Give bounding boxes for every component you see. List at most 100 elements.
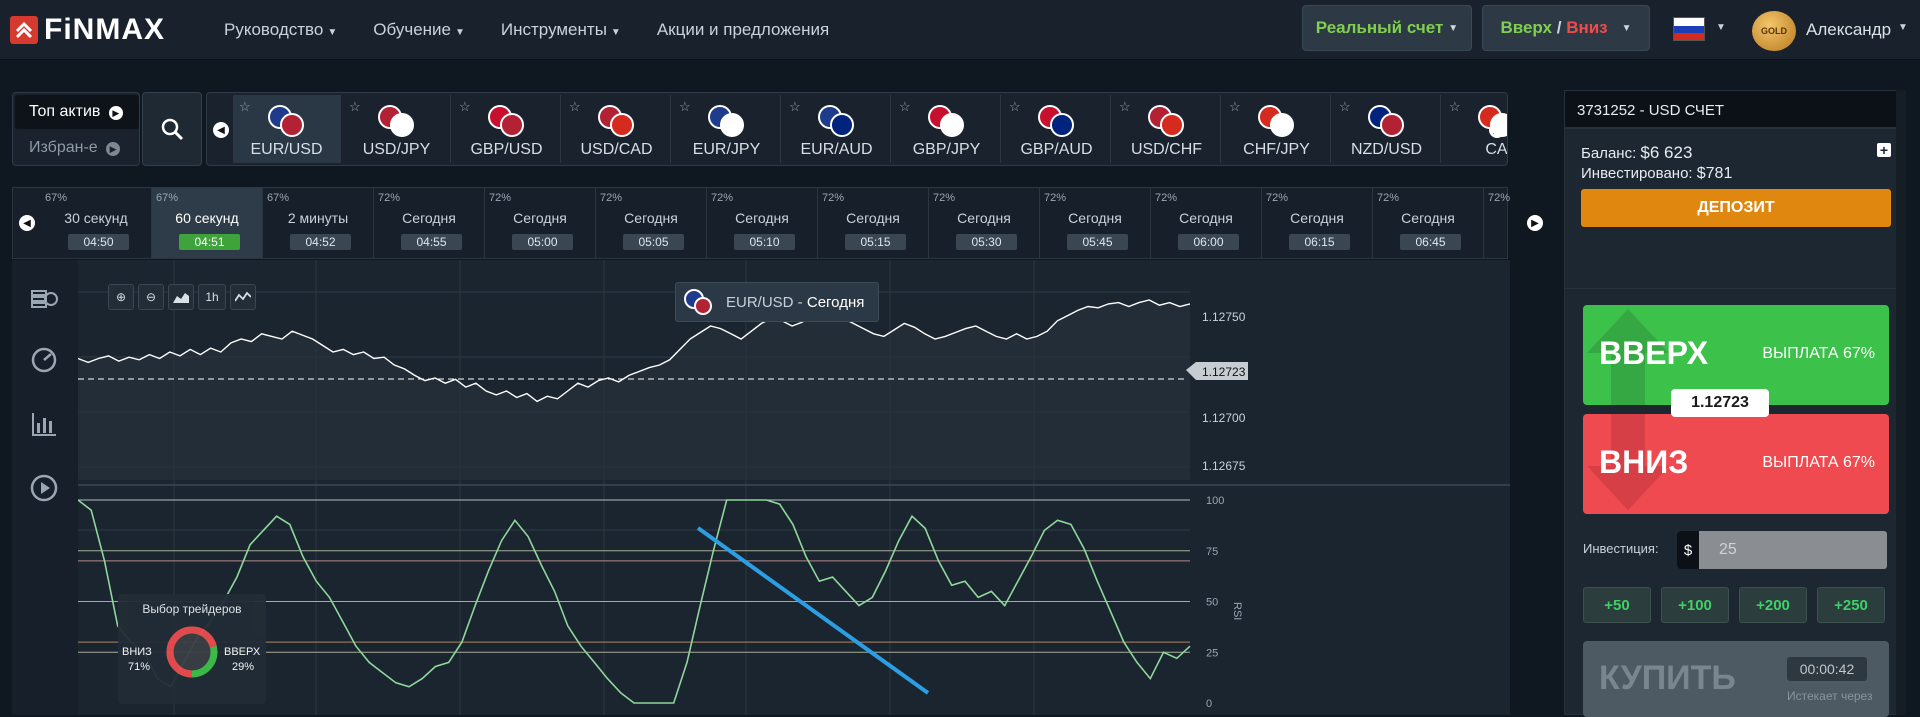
asset-tab[interactable]: ☆ EUR/AUD: [783, 95, 891, 163]
search-button[interactable]: [142, 92, 202, 166]
nav-tools[interactable]: Инструменты ▼: [500, 20, 621, 39]
nav-learning[interactable]: Обучение ▼: [373, 20, 465, 39]
logo[interactable]: FiNMAX: [10, 13, 165, 47]
expiry-slot[interactable]: 72% Сегодня 06:45: [1373, 188, 1484, 258]
star-icon[interactable]: ☆: [1339, 99, 1351, 114]
user-name[interactable]: Александр: [1806, 20, 1892, 39]
nav-promotions[interactable]: Акции и предложения: [656, 20, 830, 39]
asset-label: EUR/JPY: [692, 141, 761, 158]
gauge-icon[interactable]: [26, 342, 62, 378]
expiry-slot[interactable]: 67% 2 минуты 04:52: [263, 188, 374, 258]
expiry-slot[interactable]: 72% Сегодня 04:55: [374, 188, 485, 258]
up-button[interactable]: ВВЕРХ ВЫПЛАТА 67%: [1583, 305, 1889, 405]
play-circle-icon[interactable]: [26, 470, 62, 506]
asset-tab[interactable]: ☆ NZD/USD: [1333, 95, 1441, 163]
payout-pct: 72%: [1266, 192, 1289, 204]
star-icon[interactable]: ☆: [1119, 99, 1131, 114]
top-assets-tab[interactable]: Топ актив ▶: [15, 95, 139, 129]
investment-input[interactable]: $ 25: [1677, 531, 1887, 569]
expiry-slot[interactable]: 67% 30 секунд 04:50: [41, 188, 152, 258]
direction-mode-button[interactable]: Вверх / Вниз ▼: [1482, 5, 1650, 51]
scroll-left-icon[interactable]: ◀: [19, 215, 35, 231]
asset-tab[interactable]: ☆ CHF/JPY: [1223, 95, 1331, 163]
traders-donut: [166, 626, 218, 678]
star-icon[interactable]: ☆: [899, 99, 911, 114]
expiry-slot[interactable]: 72% Сегодня 05:00: [485, 188, 596, 258]
expiry-slot[interactable]: 72% Сегодня 06:15: [1262, 188, 1373, 258]
money-stack-icon[interactable]: [26, 278, 62, 314]
asset-tab[interactable]: ☆ USD/JPY: [343, 95, 451, 163]
expiry-slot[interactable]: 72% Сегодня 05:15: [818, 188, 929, 258]
star-icon[interactable]: ☆: [349, 99, 361, 114]
down-arrow-icon: [1587, 414, 1669, 510]
expiry-time: 06:00: [1178, 234, 1239, 250]
indicator-icon[interactable]: [230, 284, 256, 310]
scrollbar[interactable]: [1896, 90, 1906, 715]
expiry-time: 05:30: [956, 234, 1017, 250]
quick-add-100-button[interactable]: +100: [1661, 587, 1729, 623]
star-icon[interactable]: ☆: [459, 99, 471, 114]
zoom-out-icon[interactable]: ⊖: [138, 284, 164, 310]
payout-pct: 72%: [1488, 192, 1511, 204]
play-icon: ▶: [108, 106, 123, 120]
price-line: [78, 299, 1191, 403]
quick-add-250-button[interactable]: +250: [1817, 587, 1885, 623]
star-icon[interactable]: ☆: [789, 99, 801, 114]
expiry-time: 04:52: [290, 234, 351, 250]
asset-tab[interactable]: ☆ GBP/USD: [453, 95, 561, 163]
chevron-down-icon: ▼: [455, 27, 465, 38]
currency-pair-flags-icon: [488, 105, 528, 137]
favorites-tab[interactable]: Избран-е ▶: [15, 131, 139, 165]
star-icon[interactable]: ☆: [1449, 99, 1461, 114]
expiry-name: 60 секунд: [175, 210, 239, 226]
expiry-slot[interactable]: 72% Сегодня 05:10: [707, 188, 818, 258]
asset-tab[interactable]: ☆ USD/CAD: [563, 95, 671, 163]
star-icon[interactable]: ☆: [239, 99, 251, 114]
asset-tab[interactable]: ☆ GBP/JPY: [893, 95, 1001, 163]
expiry-slot[interactable]: 67% 60 секунд 04:51: [152, 188, 263, 258]
asset-tab[interactable]: ☆ EUR/USD: [233, 95, 341, 163]
zoom-in-icon[interactable]: ⊕: [108, 284, 134, 310]
traders-down-pct: 71%: [128, 661, 151, 673]
expiry-slot[interactable]: 72% Сегодня 05:30: [929, 188, 1040, 258]
investment-value: 25: [1719, 541, 1737, 558]
language-flag-icon[interactable]: [1673, 17, 1705, 41]
quick-add-50-button[interactable]: +50: [1583, 587, 1651, 623]
main-nav: Руководство ▼ Обучение ▼ Инструменты ▼ Акци…: [224, 20, 829, 40]
expiry-name: Сегодня: [1290, 210, 1344, 226]
asset-tab[interactable]: ☆ GBP/AUD: [1003, 95, 1111, 163]
chevron-down-icon: ▼: [1448, 22, 1459, 34]
chart-canvas[interactable]: 1.12750 1.12723 1.12700 1.12675 100 75 50 25 0 RS…: [78, 260, 1510, 715]
nav-guide[interactable]: Руководство ▼: [224, 20, 338, 39]
chevron-down-icon[interactable]: ▼: [1898, 22, 1908, 33]
asset-tab[interactable]: ☆ CA: [1443, 95, 1507, 163]
star-icon[interactable]: ☆: [1229, 99, 1241, 114]
down-button[interactable]: ВНИЗ ВЫПЛАТА 67%: [1583, 414, 1889, 514]
expires-label: Истекает через: [1787, 689, 1873, 703]
buy-button[interactable]: КУПИТЬ 00:00:42 Истекает через: [1583, 641, 1889, 717]
plus-icon[interactable]: +: [1877, 143, 1891, 157]
expiry-slot[interactable]: 72% Сегодня 06:00: [1151, 188, 1262, 258]
star-icon[interactable]: ☆: [679, 99, 691, 114]
asset-tab[interactable]: ☆ EUR/JPY: [673, 95, 781, 163]
quick-add-200-button[interactable]: +200: [1739, 587, 1807, 623]
expiry-slot[interactable]: 72% Сегодня 05:05: [596, 188, 707, 258]
bar-chart-icon[interactable]: [26, 406, 62, 442]
star-icon[interactable]: ☆: [569, 99, 581, 114]
star-icon[interactable]: ☆: [1009, 99, 1021, 114]
expiry-name: Сегодня: [402, 210, 456, 226]
asset-label: EUR/AUD: [800, 141, 873, 158]
expiry-slot[interactable]: 72% Сегодня 05:45: [1040, 188, 1151, 258]
gold-badge-avatar[interactable]: GOLD: [1752, 11, 1796, 51]
chart-type-icon[interactable]: [168, 284, 194, 310]
current-price-tag-text: 1.12723: [1202, 365, 1246, 379]
timeframe-button[interactable]: 1h: [198, 284, 226, 310]
scroll-left-icon[interactable]: ◀: [213, 122, 229, 138]
chevron-down-icon[interactable]: ▼: [1716, 22, 1726, 33]
deposit-button[interactable]: ДЕПОЗИТ: [1581, 189, 1891, 227]
asset-tab[interactable]: ☆ USD/CHF: [1113, 95, 1221, 163]
price-chart[interactable]: 1.12750 1.12723 1.12700 1.12675 100 75 50 25 0 RS…: [78, 260, 1510, 715]
scroll-right-icon[interactable]: ▶: [1527, 215, 1543, 231]
account-type-button[interactable]: Реальный счет ▼: [1302, 5, 1472, 51]
chevron-down-icon: ▼: [327, 27, 338, 38]
